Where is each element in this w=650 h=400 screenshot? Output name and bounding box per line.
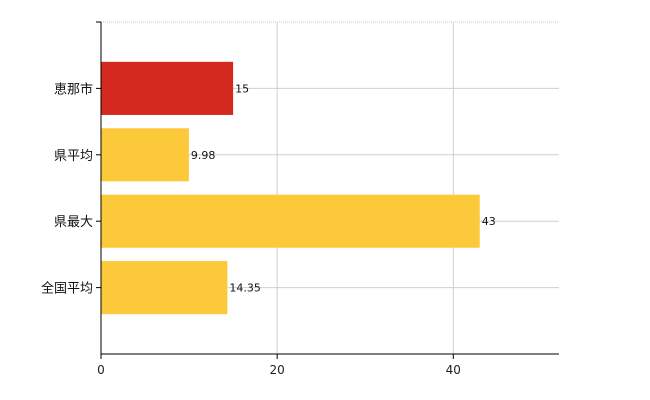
data-label: 15: [235, 82, 249, 95]
category-label: 全国平均: [41, 281, 93, 297]
bar: [101, 128, 189, 182]
bars: [101, 61, 480, 315]
labels: 15 恵那市 9.98 県平均 43 県最大 14.35 全国平均 0 20 40: [41, 21, 496, 377]
axes: [100, 22, 559, 355]
category-label: 県平均: [54, 149, 93, 164]
x-tick-label: 20: [270, 363, 285, 377]
bar: [101, 61, 234, 115]
data-label: 14.35: [229, 282, 261, 295]
bar: [101, 261, 228, 315]
x-tick-label: 0: [97, 363, 105, 377]
data-label: 9.98: [191, 149, 216, 162]
category-label: 恵那市: [54, 81, 93, 97]
bar: [101, 194, 480, 248]
data-label: 43: [482, 215, 496, 228]
x-tick-label: 40: [446, 363, 461, 377]
category-label: 県最大: [54, 215, 93, 230]
